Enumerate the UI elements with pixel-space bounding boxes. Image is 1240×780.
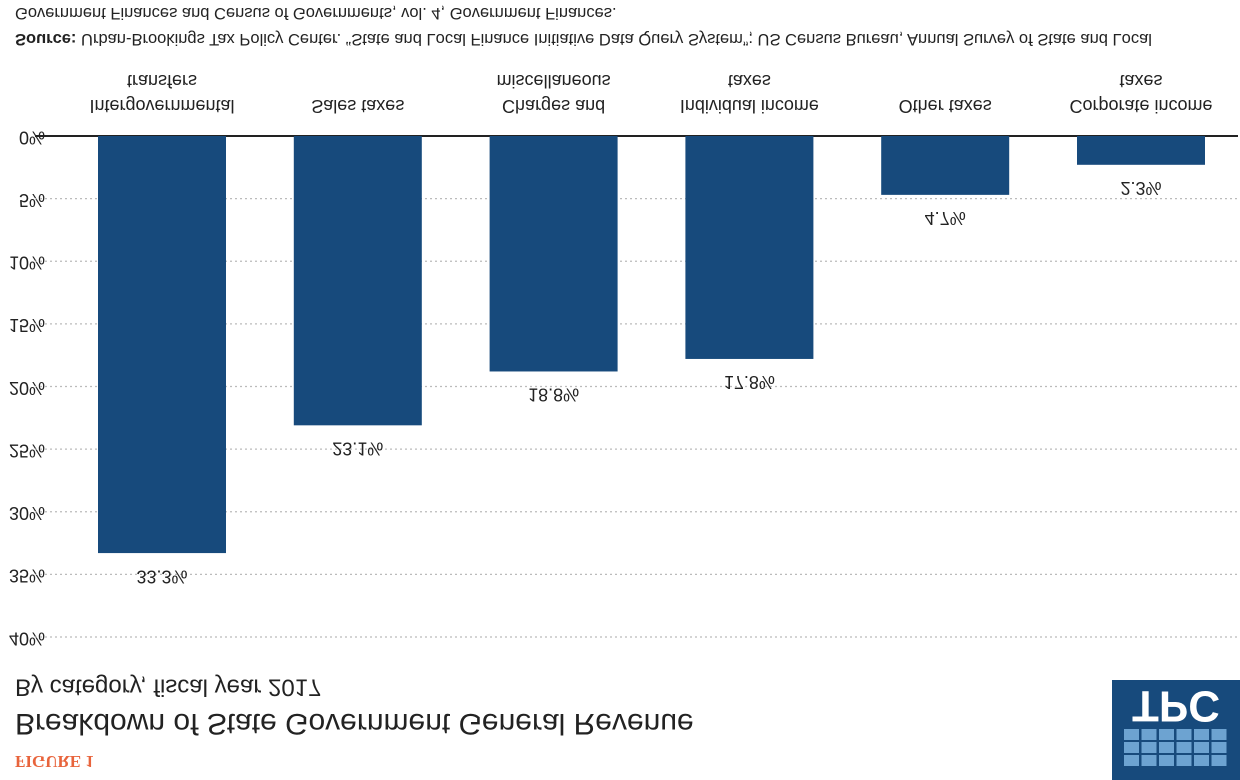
- x-tick-label: Intergovernmentaltransfers: [89, 71, 234, 116]
- y-tick-label: 5%: [19, 190, 45, 210]
- y-tick-label: 25%: [9, 440, 45, 460]
- logo-square: [1159, 755, 1174, 766]
- logo-square: [1211, 755, 1227, 766]
- y-tick-label: 40%: [9, 628, 45, 648]
- logo-square: [1176, 755, 1192, 766]
- logo-square: [1194, 729, 1209, 740]
- bar: [881, 136, 1010, 195]
- logo-square: [1176, 742, 1192, 753]
- value-label: 17.8%: [724, 372, 775, 392]
- logo-square: [1194, 742, 1209, 753]
- x-tick-label: Sales taxes: [311, 96, 404, 116]
- y-tick-label: 15%: [9, 315, 45, 335]
- x-tick-label: Other taxes: [899, 96, 992, 116]
- value-label: 23.1%: [332, 439, 383, 459]
- source-label: Source:: [15, 30, 77, 48]
- x-tick-label: Corporate incometaxes: [1069, 71, 1212, 116]
- value-label: 18.8%: [528, 385, 579, 405]
- logo-text: TPC: [1132, 681, 1220, 730]
- bar: [685, 136, 814, 359]
- chart-subtitle: By category, fiscal year 2017: [15, 674, 321, 701]
- logo-square: [1124, 729, 1139, 740]
- logo-square: [1176, 729, 1192, 740]
- y-tick-label: 30%: [9, 503, 45, 523]
- logo-square: [1124, 755, 1139, 766]
- logo-square: [1124, 742, 1139, 753]
- source-text: Urban-Brookings Tax Policy Center. “Stat…: [15, 4, 1152, 48]
- logo-square: [1141, 729, 1157, 740]
- bar: [293, 136, 422, 426]
- value-label: 33.3%: [136, 566, 187, 586]
- x-tick-label: Individual incometaxes: [680, 71, 819, 116]
- logo-square: [1141, 742, 1157, 753]
- value-label: 4.7%: [925, 208, 966, 228]
- bar: [489, 136, 618, 372]
- value-label: 2.3%: [1120, 178, 1161, 198]
- y-tick-label: 20%: [9, 378, 45, 398]
- logo-square: [1194, 755, 1209, 766]
- bar: [98, 136, 226, 554]
- y-tick-label: 35%: [9, 566, 45, 586]
- figure-label: FIGURE 1: [15, 752, 94, 771]
- logo-square: [1159, 742, 1174, 753]
- logo-square: [1141, 755, 1157, 766]
- logo: TPC: [1112, 680, 1240, 780]
- source: Source: Urban-Brookings Tax Policy Cente…: [15, 0, 1230, 52]
- logo-square: [1211, 729, 1227, 740]
- y-tick-label: 0%: [19, 127, 45, 147]
- x-tick-label: Charges andmiscellaneous: [497, 71, 611, 116]
- bar: [1077, 136, 1205, 165]
- logo-square: [1211, 742, 1227, 753]
- logo-square: [1159, 729, 1174, 740]
- chart-title: Breakdown of State Government General Re…: [15, 707, 694, 740]
- y-tick-label: 10%: [9, 253, 45, 273]
